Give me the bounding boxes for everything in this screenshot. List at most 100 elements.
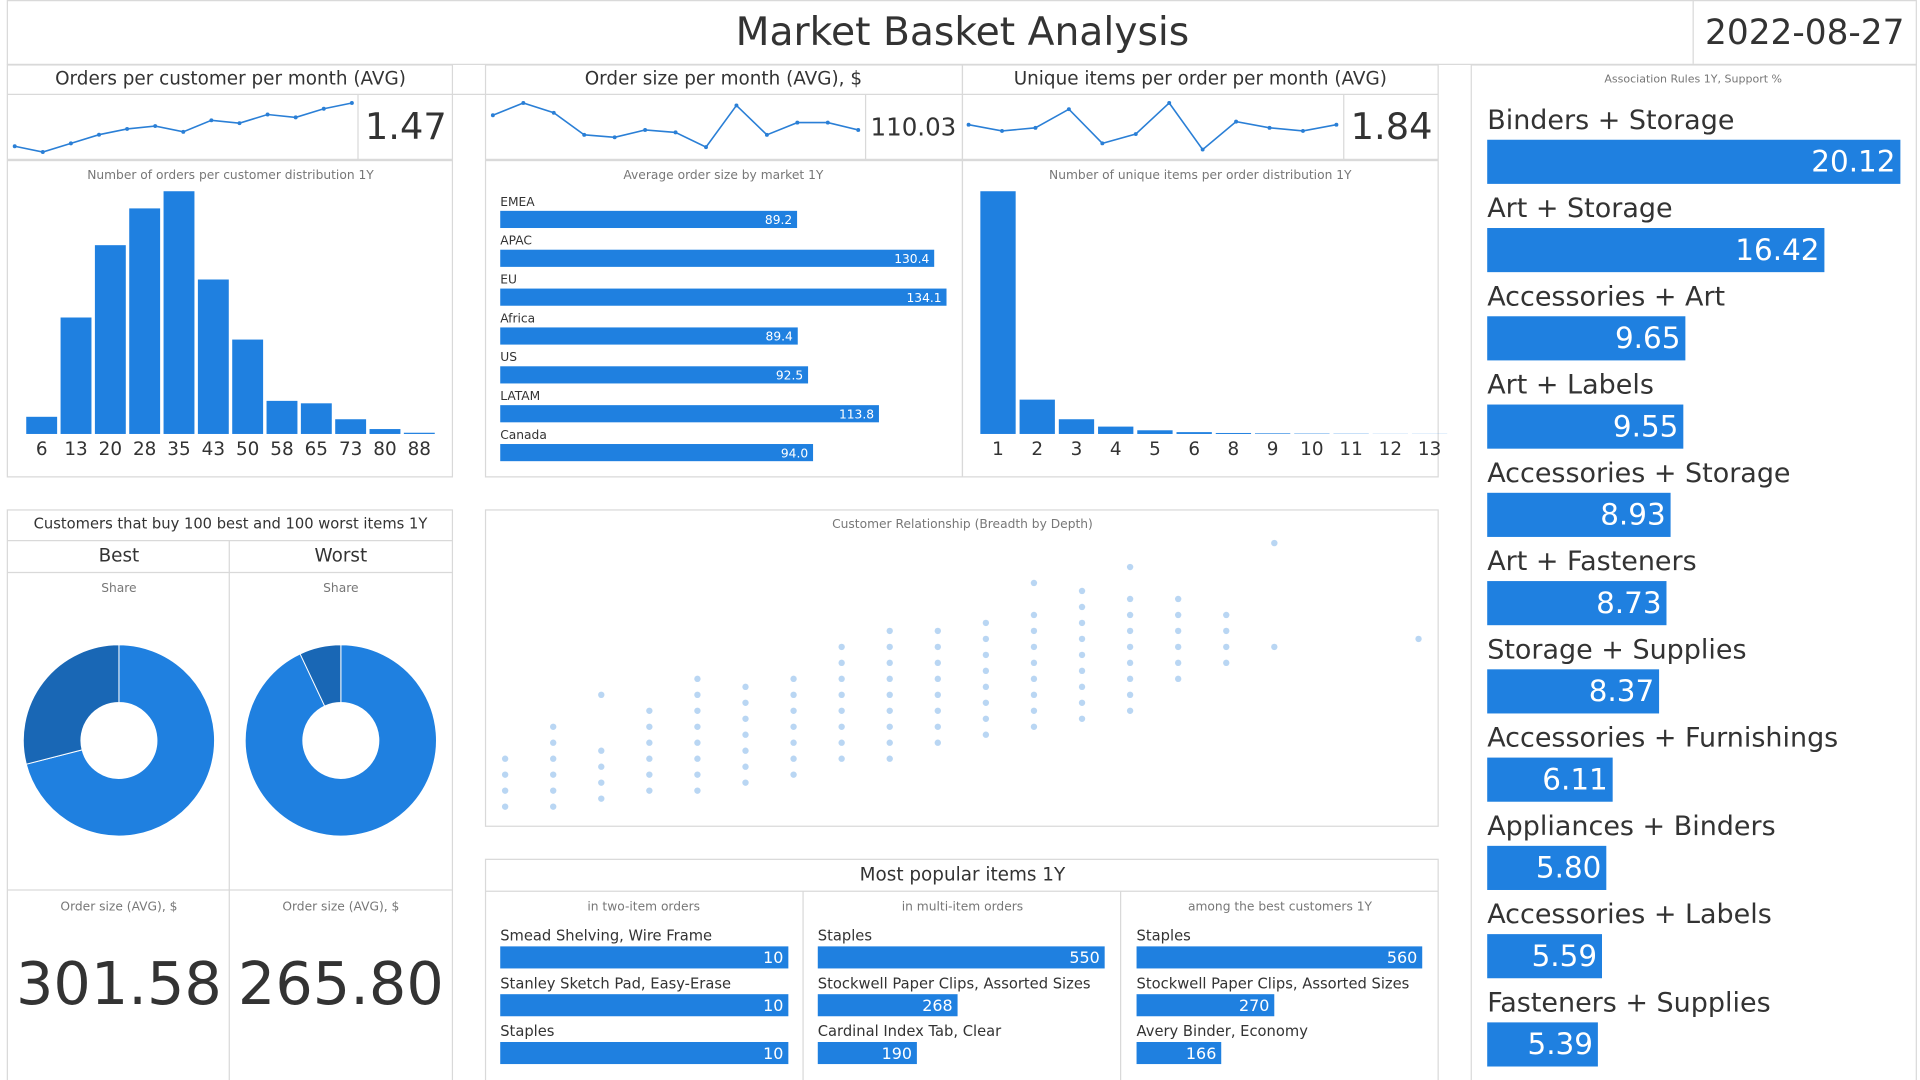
sparkline-point (551, 110, 556, 115)
bar (500, 946, 789, 969)
sparkline-point (293, 115, 298, 120)
point (694, 723, 701, 730)
point (1126, 563, 1134, 571)
bar (817, 994, 958, 1017)
point (501, 755, 509, 762)
point (886, 659, 893, 667)
point (598, 779, 605, 786)
sparkline-point (1200, 147, 1205, 152)
point (1415, 635, 1422, 643)
bar-label: Smead Shelving, Wire Frame (500, 928, 712, 945)
chart-title: Number of unique items per order distrib… (1049, 168, 1352, 182)
point (886, 627, 893, 635)
point (886, 755, 893, 762)
value-label: 94.0 (781, 446, 808, 460)
sparkline-point (237, 121, 242, 126)
point (1126, 627, 1134, 635)
value-label: 560 (1387, 948, 1417, 967)
bar-label: Staples (1137, 928, 1191, 945)
value-label: 134.1 (907, 291, 942, 305)
point (790, 771, 797, 778)
kpi-value: 110.03 (871, 113, 957, 142)
point (982, 683, 990, 691)
point (1030, 627, 1038, 635)
x-tick-label: 6 (1188, 439, 1200, 460)
point (646, 755, 653, 762)
point (1126, 675, 1134, 683)
x-tick-label: 50 (236, 439, 259, 460)
point (886, 723, 893, 730)
bar (1137, 430, 1173, 434)
bar (817, 946, 1105, 969)
point (742, 683, 749, 691)
chart-title: Association Rules 1Y, Support % (1604, 73, 1782, 86)
point (934, 723, 941, 730)
sparkline-point (490, 113, 495, 118)
value-label: 9.55 (1613, 409, 1678, 443)
sparkline-point (265, 112, 270, 117)
x-tick-label: 11 (1339, 439, 1362, 460)
bar (1487, 404, 1684, 449)
bar (500, 1041, 789, 1065)
sparkline-point (125, 126, 130, 131)
bar-label: Africa (500, 311, 535, 325)
point (1174, 627, 1182, 635)
bar (266, 400, 298, 434)
sparkline-point (1234, 119, 1239, 124)
point (694, 707, 701, 714)
point (886, 739, 893, 746)
sparkline-point (349, 101, 354, 105)
bar-label: Binders + Storage (1487, 105, 1734, 136)
bar (500, 444, 814, 462)
bar (335, 419, 367, 434)
point (1126, 659, 1134, 667)
chart-title: in two-item orders (587, 900, 700, 914)
x-tick-label: 5 (1149, 439, 1161, 460)
value-label: 268 (922, 996, 952, 1015)
point (1271, 539, 1278, 547)
point (1126, 643, 1134, 651)
point (1030, 643, 1038, 651)
point (694, 675, 701, 683)
value-label: 8.93 (1600, 498, 1665, 532)
point (742, 731, 749, 738)
point (598, 747, 605, 754)
point (598, 691, 605, 699)
bar (1487, 934, 1602, 979)
sparkline-point (734, 103, 739, 108)
sparkline-point (521, 101, 526, 105)
panel-title: Customers that buy 100 best and 100 wors… (34, 516, 429, 533)
point (1223, 627, 1230, 635)
point (1126, 611, 1134, 619)
sparkline-point (1033, 125, 1038, 130)
bar-label: Art + Storage (1487, 193, 1672, 224)
chart-title: Share (101, 581, 136, 595)
point (550, 739, 557, 746)
point (742, 715, 749, 722)
value-label: 550 (1069, 948, 1099, 967)
point (1078, 619, 1086, 627)
point (1174, 643, 1182, 651)
value-label: 5.59 (1532, 939, 1597, 973)
title: Market Basket Analysis (736, 10, 1190, 55)
bar (232, 339, 264, 434)
x-tick-label: 58 (270, 439, 293, 460)
bar-label: EU (500, 272, 517, 286)
value-label: 10 (763, 996, 783, 1015)
sparkline-point (321, 106, 326, 111)
bar (1487, 845, 1607, 890)
bar (1487, 316, 1686, 361)
bar (500, 405, 879, 423)
bar-label: Fasteners + Supplies (1487, 987, 1770, 1018)
x-tick-label: 12 (1379, 439, 1402, 460)
metric-value: 301.58 (16, 949, 222, 1018)
bar (500, 366, 809, 384)
point (1030, 659, 1038, 667)
point (1174, 659, 1182, 667)
sparkline-point (612, 135, 617, 140)
x-tick-label: 20 (99, 439, 122, 460)
sparkline-point (68, 141, 73, 146)
bar (1487, 1022, 1598, 1067)
bar-label: US (500, 350, 517, 364)
column-title: Best (99, 546, 140, 567)
